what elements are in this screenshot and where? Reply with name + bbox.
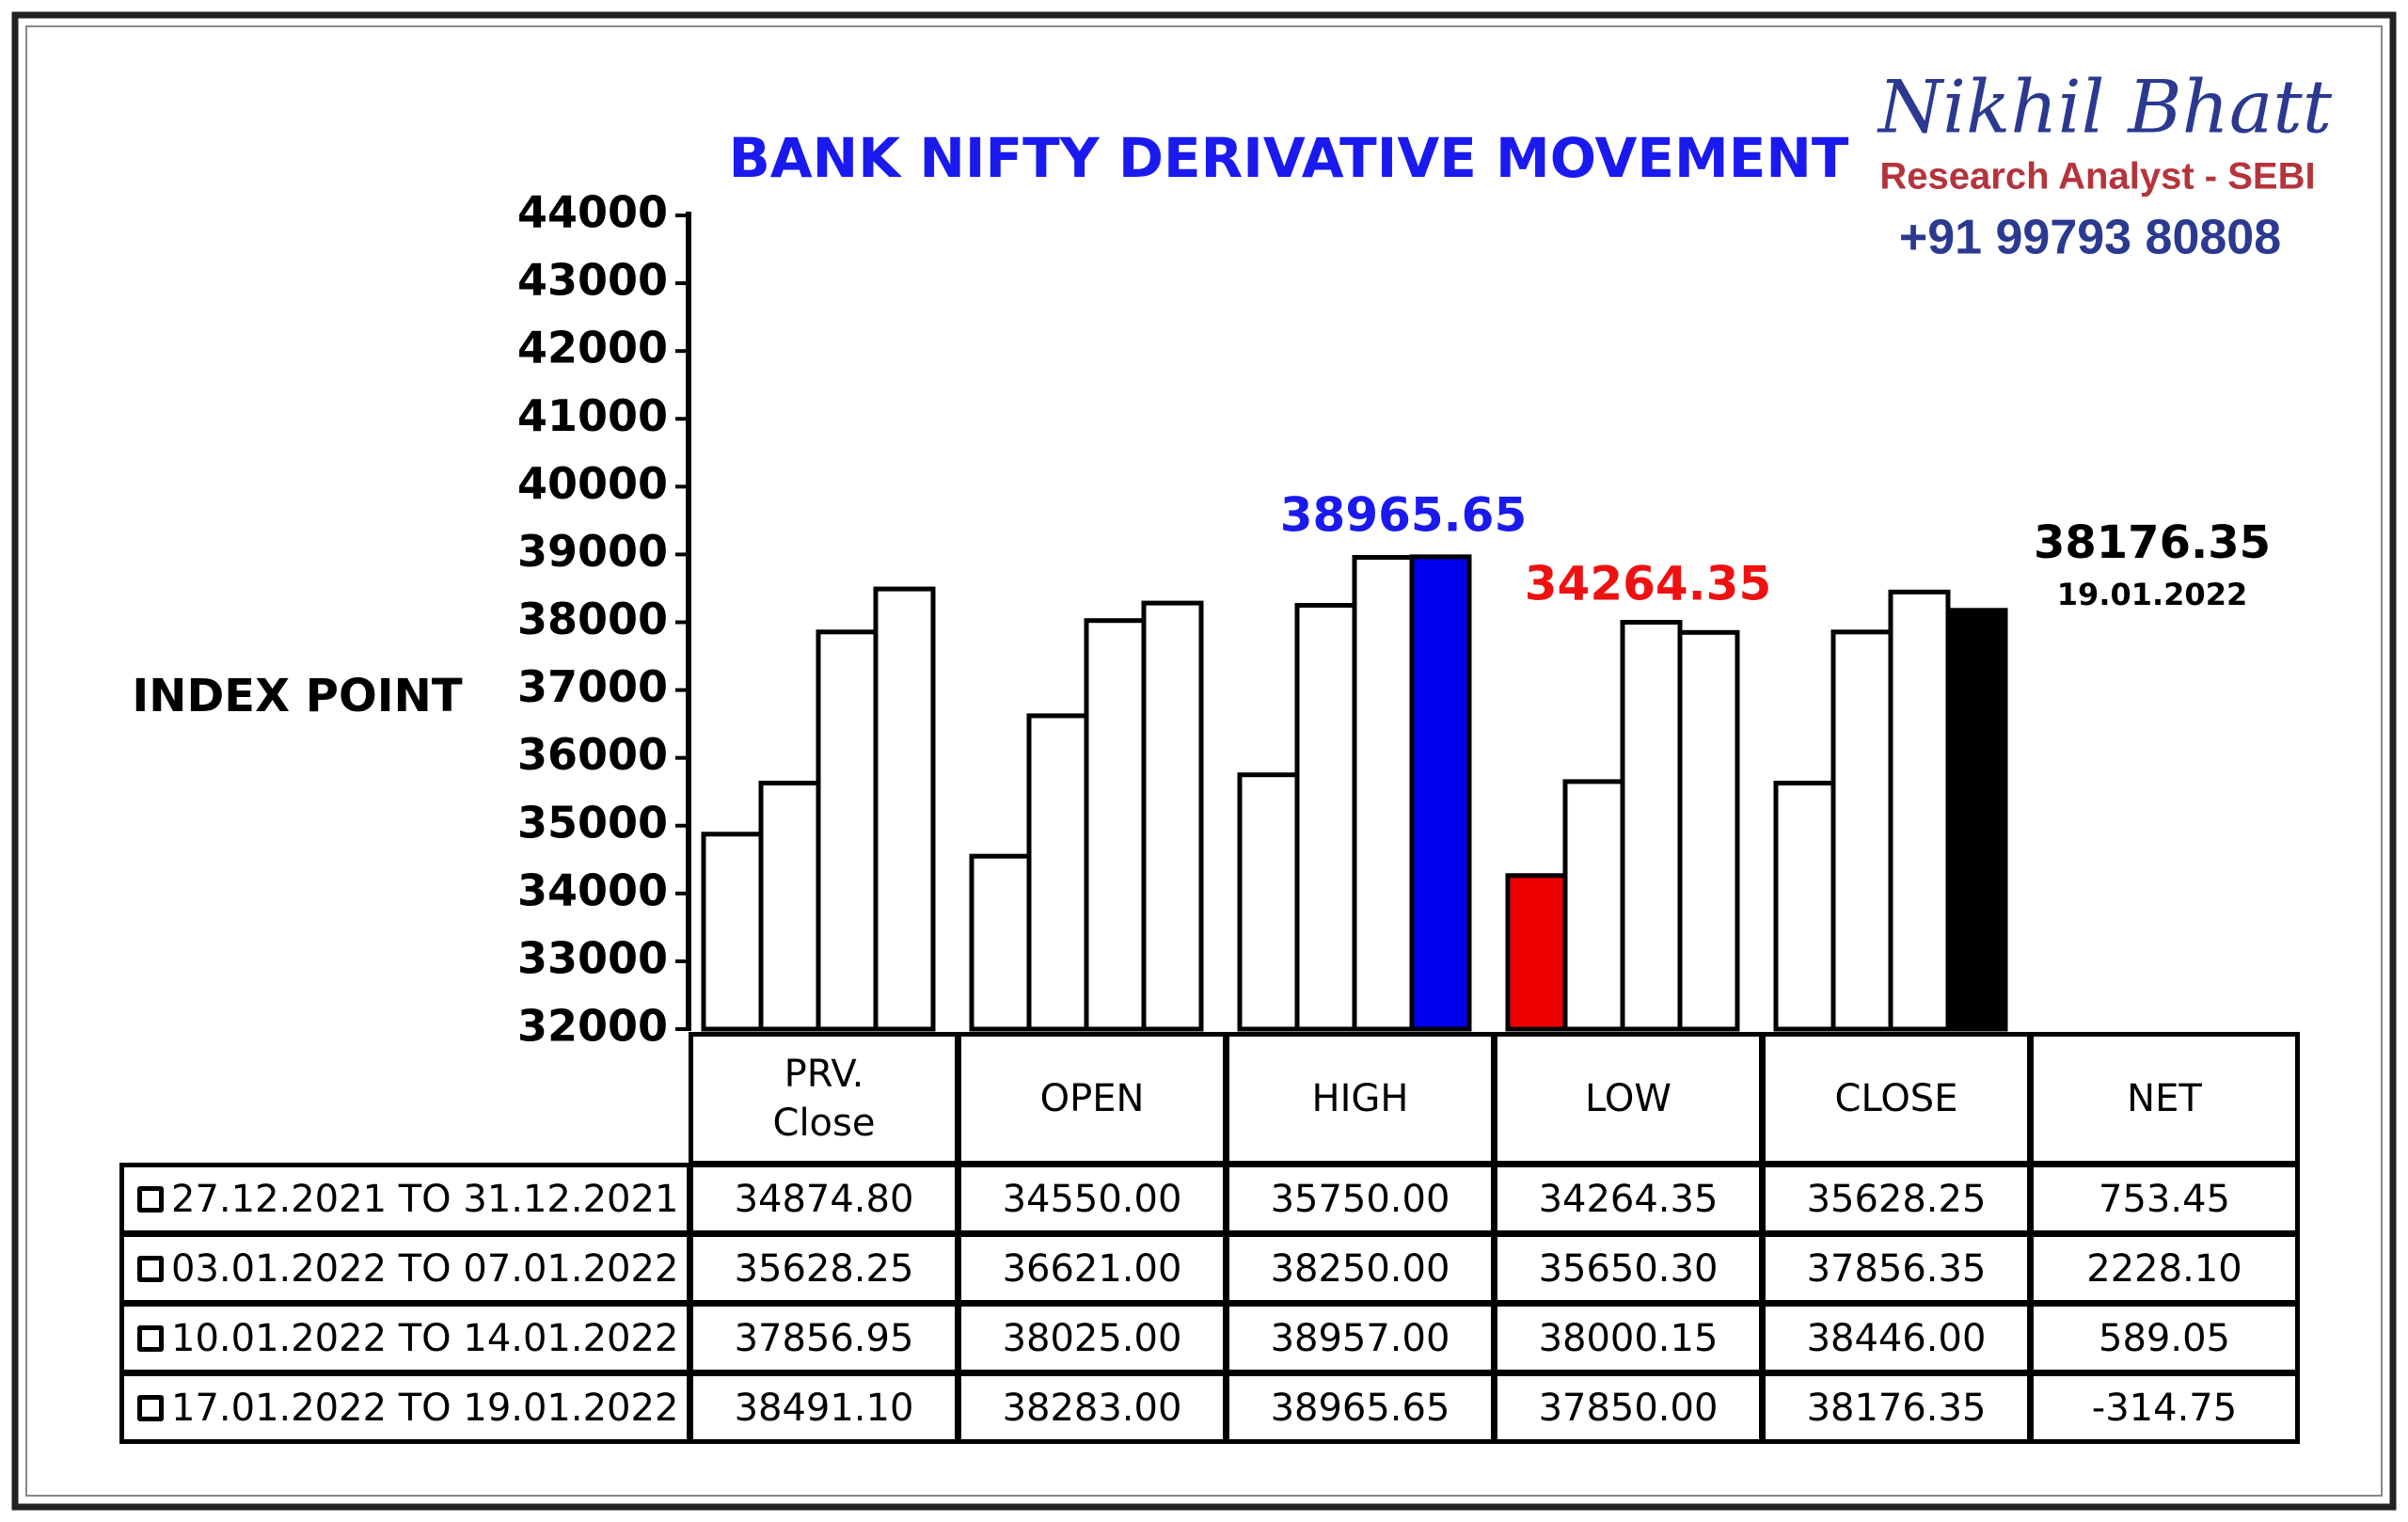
brand-role: Research Analyst - SEBI	[1879, 156, 2315, 198]
bar	[1773, 780, 1836, 1032]
table-cell: 38176.35	[1761, 1371, 2032, 1444]
y-tick-label: 38000	[517, 594, 668, 644]
y-axis-label: INDEX POINT	[132, 670, 462, 722]
y-tick-label: 40000	[517, 458, 668, 509]
table-cell: 34874.80	[689, 1163, 959, 1235]
bar	[1677, 629, 1740, 1032]
table-cell: 38025.00	[957, 1302, 1228, 1374]
series-name: 17.01.2022 TO 19.01.2022	[171, 1386, 679, 1430]
frame	[11, 11, 2397, 1511]
bar	[1888, 589, 1951, 1032]
table-cell: 35628.25	[1761, 1163, 2032, 1235]
table-cell: 38000.15	[1493, 1302, 1764, 1374]
column-header: PRV. Close	[689, 1032, 959, 1165]
y-tick-label: 41000	[517, 390, 668, 441]
series-name: 03.01.2022 TO 07.01.2022	[171, 1246, 679, 1291]
table-cell: -314.75	[2029, 1371, 2300, 1444]
row-header: 27.12.2021 TO 31.12.2021	[119, 1163, 691, 1235]
table-cell: 36621.00	[957, 1232, 1228, 1305]
table-cell: 38250.00	[1225, 1232, 1496, 1305]
column-header: OPEN	[957, 1032, 1228, 1165]
table-cell: 38283.00	[957, 1371, 1228, 1444]
table-cell: 753.45	[2029, 1163, 2300, 1235]
table-cell: 34550.00	[957, 1163, 1228, 1235]
table-cell: 589.05	[2029, 1302, 2300, 1374]
row-header: 03.01.2022 TO 07.01.2022	[119, 1232, 691, 1305]
category-label: PRV. Close	[772, 1053, 876, 1145]
bar	[969, 853, 1032, 1032]
row-header: 17.01.2022 TO 19.01.2022	[119, 1371, 691, 1444]
annotation: 19.01.2022	[2057, 577, 2247, 612]
column-header: NET	[2029, 1032, 2300, 1165]
table-cell: 37856.35	[1761, 1232, 2032, 1305]
annotation: 38176.35	[2034, 516, 2271, 569]
legend-marker	[137, 1324, 164, 1352]
column-header: CLOSE	[1761, 1032, 2032, 1165]
bar	[1830, 629, 1893, 1032]
category-label: OPEN	[1039, 1077, 1145, 1120]
brand-name: Nikhil Bhatt	[1877, 66, 2333, 151]
chart-title: BANK NIFTY DERIVATIVE MOVEMENT	[729, 126, 1849, 190]
row-header: 10.01.2022 TO 14.01.2022	[119, 1302, 691, 1374]
frame-inner	[25, 25, 2383, 1497]
bar	[758, 780, 821, 1032]
column-header: HIGH	[1225, 1032, 1496, 1165]
bar	[816, 629, 879, 1032]
y-tick-label: 42000	[517, 323, 668, 373]
legend-marker	[137, 1255, 164, 1282]
bar	[873, 586, 936, 1032]
category-label: LOW	[1585, 1077, 1671, 1120]
y-tick-label: 43000	[517, 255, 668, 306]
bar	[1084, 618, 1147, 1032]
y-tick-label: 32000	[517, 1001, 668, 1052]
series-name: 10.01.2022 TO 14.01.2022	[171, 1316, 679, 1360]
legend-marker	[137, 1394, 164, 1421]
y-tick-label: 39000	[517, 526, 668, 577]
annotation: 34264.35	[1525, 557, 1772, 611]
bar	[1352, 555, 1415, 1032]
table-cell: 37856.95	[689, 1302, 959, 1374]
brand-phone: +91 99793 80808	[1899, 211, 2281, 265]
legend-marker	[137, 1185, 164, 1213]
table-cell: 2228.10	[2029, 1232, 2300, 1305]
y-tick-label: 36000	[517, 729, 668, 780]
category-label: CLOSE	[1834, 1077, 1958, 1120]
table-cell: 38446.00	[1761, 1302, 2032, 1374]
bar	[1620, 619, 1683, 1032]
table-cell: 35750.00	[1225, 1163, 1496, 1235]
bar	[701, 832, 764, 1032]
category-label: HIGH	[1311, 1077, 1409, 1120]
bar	[1945, 608, 2008, 1032]
y-tick-label: 34000	[517, 864, 668, 915]
bar	[1237, 772, 1300, 1032]
table-cell: 38965.65	[1225, 1371, 1496, 1444]
y-tick-label: 35000	[517, 797, 668, 848]
table-cell: 38491.10	[689, 1371, 959, 1444]
y-tick-label: 37000	[517, 661, 668, 712]
bar	[1562, 779, 1625, 1032]
bar	[1141, 600, 1204, 1032]
table-cell: 37850.00	[1493, 1371, 1764, 1444]
annotation: 38965.65	[1280, 488, 1528, 543]
y-tick-label: 44000	[517, 187, 668, 238]
bar	[1505, 873, 1568, 1032]
category-label: NET	[2127, 1077, 2202, 1120]
bar	[1409, 554, 1472, 1032]
table-cell: 34264.35	[1493, 1163, 1764, 1235]
table-cell: 38957.00	[1225, 1302, 1496, 1374]
bar	[1294, 602, 1357, 1032]
table-cell: 35628.25	[689, 1232, 959, 1305]
column-header: LOW	[1493, 1032, 1764, 1165]
series-name: 27.12.2021 TO 31.12.2021	[171, 1177, 679, 1221]
bar	[1026, 713, 1089, 1032]
table-cell: 35650.30	[1493, 1232, 1764, 1305]
y-tick-label: 33000	[517, 932, 668, 983]
